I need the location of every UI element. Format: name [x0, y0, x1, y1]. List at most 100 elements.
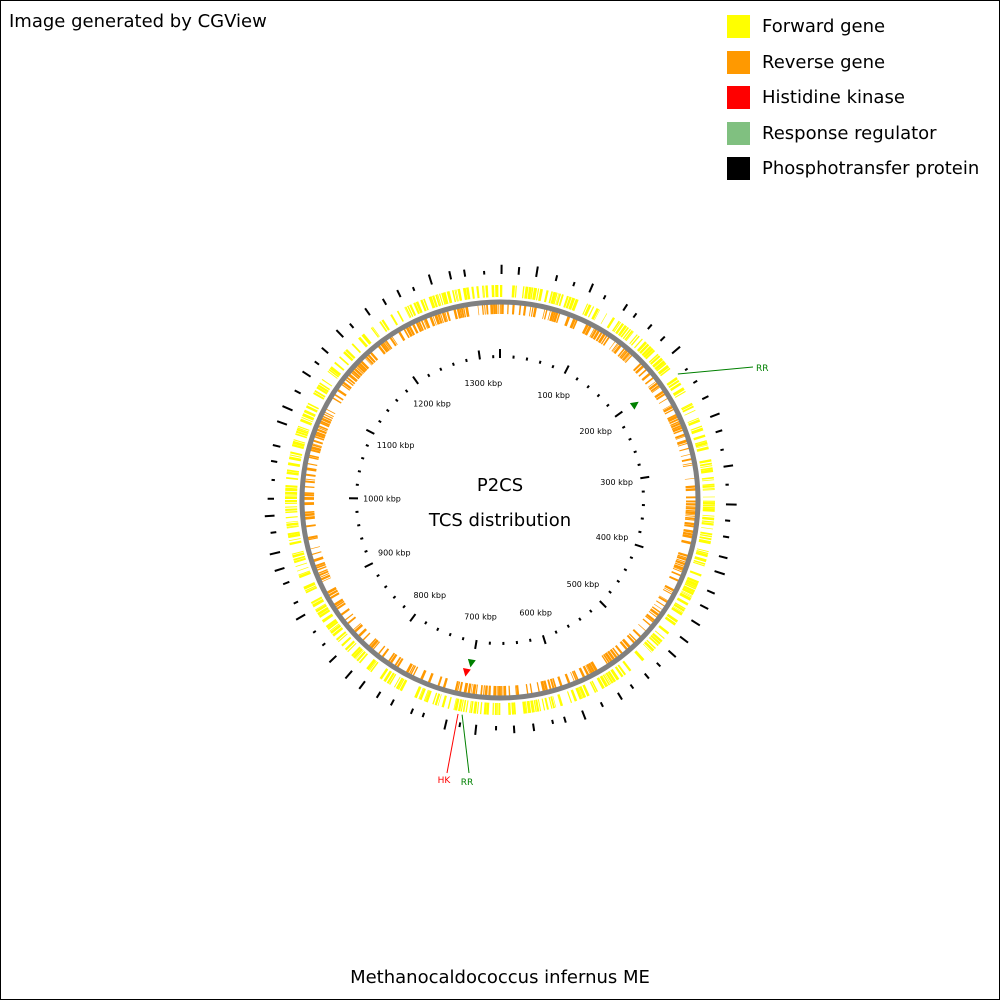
- gene-block: [457, 699, 463, 712]
- ruler-minor-tick: [596, 393, 601, 398]
- gene-block: [366, 658, 377, 671]
- skew-tick: [622, 303, 629, 312]
- skew-tick: [411, 286, 416, 292]
- ruler-major-tick: [599, 600, 607, 609]
- gene-block: [624, 330, 634, 341]
- ruler-minor-tick: [638, 530, 642, 534]
- gene-block: [609, 341, 616, 350]
- gene-block: [547, 310, 551, 321]
- gene-block: [641, 372, 651, 382]
- skew-tick: [458, 722, 462, 728]
- gene-block: [462, 307, 467, 318]
- gene-block: [372, 641, 381, 650]
- gene-block: [676, 558, 687, 563]
- gene-block: [358, 653, 369, 664]
- skew-tick: [443, 719, 448, 730]
- gene-block: [428, 296, 436, 309]
- ruler-minor-tick: [633, 450, 637, 454]
- gene-block: [434, 314, 441, 325]
- gene-block: [585, 664, 591, 675]
- gene-block: [332, 626, 344, 637]
- ruler-label: 500 kbp: [567, 580, 600, 589]
- gene-block: [624, 353, 632, 362]
- gene-block: [682, 534, 693, 539]
- ruler-minor-tick: [439, 367, 443, 372]
- gene-block: [437, 313, 443, 324]
- gene-block: [285, 516, 298, 519]
- gene-block: [650, 384, 660, 393]
- gene-block: [622, 660, 632, 672]
- gene-block: [459, 307, 463, 319]
- gene-block: [317, 427, 328, 432]
- gene-block: [310, 596, 323, 604]
- gene-block: [325, 618, 338, 629]
- skew-tick: [692, 379, 698, 384]
- skew-tick: [264, 514, 275, 518]
- gene-block: [526, 700, 532, 714]
- gene-block: [589, 328, 595, 338]
- gene-block: [702, 485, 715, 488]
- gene-block: [682, 464, 693, 468]
- gene-block: [496, 685, 498, 696]
- ruler-minor-tick: [628, 437, 632, 441]
- gene-block: [344, 613, 354, 621]
- phosphotransfer-protein-swatch: [727, 157, 750, 181]
- gene-block: [621, 638, 631, 648]
- gene-block: [622, 328, 632, 340]
- gene-block: [674, 390, 686, 398]
- gene-block: [319, 421, 330, 428]
- gene-block: [321, 417, 332, 424]
- gene-block: [383, 670, 393, 683]
- ruler-major-tick: [614, 410, 623, 418]
- gene-block: [621, 351, 629, 360]
- skew-tick: [294, 389, 302, 395]
- reverse-gene-track: [304, 304, 696, 696]
- gene-block: [612, 343, 620, 353]
- ruler-minor-tick: [528, 638, 532, 642]
- gene-block: [529, 683, 533, 694]
- gene-block: [690, 425, 703, 431]
- gene-block: [702, 502, 715, 505]
- gene-block: [483, 685, 485, 696]
- gene-block: [423, 319, 428, 329]
- gene-block: [600, 313, 608, 325]
- gene-block: [496, 702, 498, 715]
- ruler-minor-tick: [436, 627, 440, 632]
- gene-block: [370, 661, 379, 673]
- gene-block: [642, 643, 652, 653]
- gene-block: [500, 304, 501, 315]
- gene-block: [319, 382, 331, 391]
- gene-block: [700, 531, 713, 536]
- gene-block: [293, 439, 306, 444]
- gene-block: [544, 697, 549, 710]
- gene-block: [485, 285, 489, 298]
- gene-block: [435, 294, 441, 307]
- gene-block: [285, 508, 298, 512]
- gene-block: [385, 340, 393, 350]
- gene-block: [655, 393, 666, 401]
- gene-block: [368, 660, 377, 671]
- gene-block: [680, 453, 691, 457]
- gene-block: [434, 693, 441, 706]
- gene-block: [310, 546, 320, 550]
- gene-block: [648, 382, 659, 391]
- gene-block: [659, 595, 669, 602]
- gene-block: [685, 579, 699, 587]
- gene-block: [571, 298, 579, 312]
- gene-block: [493, 685, 497, 696]
- gene-block: [298, 570, 310, 576]
- legend-item-phosphotransfer-protein: Phosphotransfer protein: [727, 151, 979, 187]
- gene-block: [685, 503, 696, 506]
- gene-block: [304, 485, 315, 488]
- gene-block: [599, 675, 609, 688]
- gene-block: [355, 650, 364, 660]
- gene-block: [307, 402, 319, 410]
- gene-block: [493, 702, 495, 715]
- gene-block: [335, 631, 347, 641]
- gene-block: [684, 583, 697, 590]
- gene-block: [607, 670, 617, 683]
- gene-block: [423, 689, 429, 702]
- gene-block: [410, 665, 417, 675]
- ruler-label: 800 kbp: [413, 591, 446, 600]
- gene-block: [620, 326, 630, 338]
